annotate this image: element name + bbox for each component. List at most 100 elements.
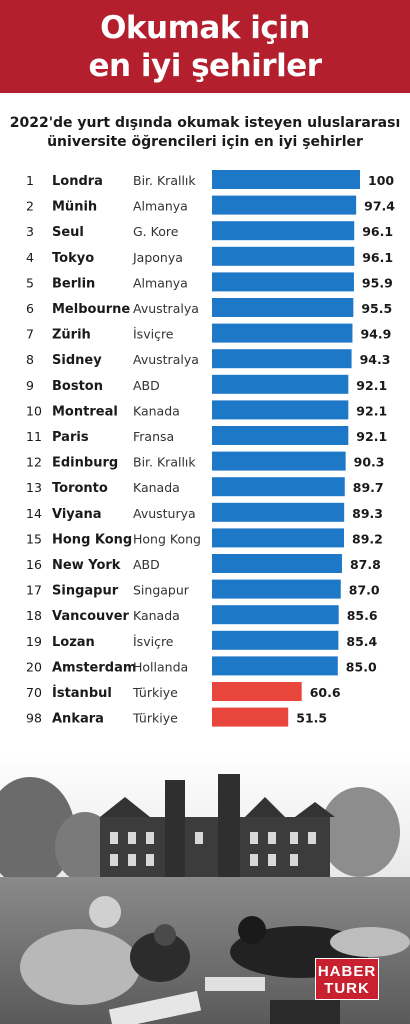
bar [212,579,341,599]
city-label: Hong Kong [52,532,132,547]
country-label: Kanada [133,480,180,495]
value-label: 89.7 [353,480,384,495]
rank-label: 20 [26,659,42,674]
country-label: Bir. Krallık [133,173,196,188]
value-label: 60.6 [310,685,341,700]
country-label: Almanya [133,199,188,214]
city-label: Lozan [52,635,95,650]
value-label: 87.0 [349,583,380,598]
country-label: ABD [133,557,160,572]
bar [212,374,349,394]
bar [212,502,345,522]
city-label: Edinburg [52,456,118,471]
value-label: 87.8 [350,557,381,572]
value-label: 92.1 [356,429,387,444]
city-label: Münih [52,200,97,215]
rank-label: 2 [26,199,34,214]
value-label: 95.9 [362,275,393,290]
city-label: Berlin [52,276,95,291]
value-label: 94.3 [360,352,391,367]
value-label: 85.4 [346,634,377,649]
rank-label: 1 [26,173,34,188]
bar [212,272,354,292]
rank-label: 70 [26,685,42,700]
rank-label: 17 [26,583,42,598]
rank-label: 10 [26,403,42,418]
country-label: İsviçre [133,327,174,342]
title-banner: Okumak için en iyi şehirler [0,0,410,93]
city-label: New York [52,558,121,573]
city-label: Vancouver [52,609,130,624]
country-label: Türkiye [132,685,178,700]
rank-label: 8 [26,352,34,367]
rank-label: 16 [26,557,42,572]
bar [212,298,354,317]
country-label: Fransa [133,429,174,444]
value-label: 89.2 [352,531,383,546]
title-line-1: Okumak için [100,10,310,46]
city-label: Montreal [52,404,118,419]
value-label: 85.0 [346,659,377,674]
country-label: Avustralya [133,301,199,316]
bar [212,349,352,369]
country-label: ABD [133,378,160,393]
city-label: Sidney [52,353,102,368]
country-label: Avusturya [133,506,196,521]
city-label: Paris [52,430,89,445]
city-label: Tokyo [52,251,94,266]
rank-label: 98 [26,711,42,726]
country-label: Hollanda [133,659,188,674]
value-label: 51.5 [296,711,327,726]
bar [212,426,349,445]
value-label: 92.1 [356,378,387,393]
bar [212,605,339,625]
rank-label: 19 [26,634,42,649]
rank-label: 7 [26,327,34,342]
rank-label: 6 [26,301,34,316]
bar [212,528,345,548]
city-label: Melbourne [52,302,130,317]
value-label: 97.4 [364,199,395,214]
bar [212,221,355,241]
bar [212,477,345,497]
value-label: 100 [368,173,394,188]
rank-label: 4 [26,250,34,265]
country-label: Japonya [132,250,183,265]
country-label: Hong Kong [133,531,201,546]
bar [212,170,360,189]
bar [212,246,355,266]
subtitle-line-2: üniversite öğrencileri için en iyi şehir… [47,134,363,150]
city-label: Seul [52,225,84,240]
city-label: İstanbul [52,685,112,701]
value-label: 89.3 [352,506,383,521]
rank-label: 14 [26,506,42,521]
city-label: Ankara [52,712,104,727]
bar [212,554,342,573]
logo-line-2: TURK [324,980,370,997]
value-label: 85.6 [347,608,378,623]
title-line-2: en iyi şehirler [88,48,322,84]
city-label: Singapur [52,584,119,599]
bar [212,451,346,471]
rank-label: 18 [26,608,42,623]
bar [212,656,338,676]
campus-photo-illustration [0,752,410,1024]
city-label: Boston [52,379,103,394]
country-label: İsviçre [133,634,174,649]
bar [212,682,302,701]
city-label: Amsterdam [52,660,136,675]
bar [212,707,289,727]
value-label: 92.1 [356,403,387,418]
country-label: Singapur [133,583,190,598]
rank-label: 3 [26,224,34,239]
campus-photo [0,752,410,1024]
ranking-bar-chart: 1 Londra Bir. Krallık 100 2 Münih Almanya 97.4 3… [26,170,395,727]
country-label: Türkiye [132,711,178,726]
logo-line-1: HABER [317,963,377,980]
country-label: Bir. Krallık [133,455,196,470]
rank-label: 15 [26,531,42,546]
city-label: Toronto [52,481,108,496]
chart-subtitle: 2022'de yurt dışında okumak isteyen ulus… [0,114,410,152]
rank-label: 13 [26,480,42,495]
value-label: 95.5 [361,301,392,316]
